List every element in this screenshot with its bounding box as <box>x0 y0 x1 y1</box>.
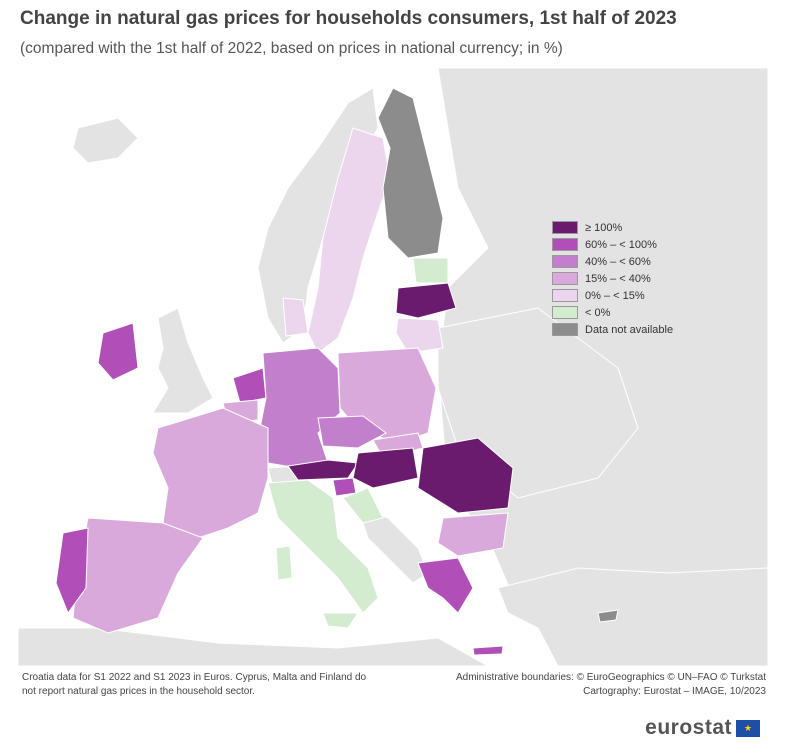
estonia <box>412 257 449 284</box>
slovenia <box>332 477 357 497</box>
finland <box>377 87 444 259</box>
sardinia <box>275 545 293 581</box>
turkey <box>497 567 768 666</box>
footnote: Croatia data for S1 2022 and S1 2023 in … <box>22 672 367 697</box>
legend-swatch <box>552 255 578 268</box>
legend-item: 15% – < 40% <box>552 270 673 287</box>
map-subtitle: (compared with the 1st half of 2022, bas… <box>20 40 563 57</box>
legend-item: 40% – < 60% <box>552 253 673 270</box>
europe-map <box>18 68 768 666</box>
legend-label: Data not available <box>585 323 674 336</box>
legend-swatch <box>552 323 578 336</box>
map-title: Change in natural gas prices for househo… <box>20 8 677 29</box>
legend-label: < 0% <box>585 306 611 319</box>
germany <box>257 347 341 469</box>
italy <box>267 479 379 614</box>
netherlands <box>232 367 267 404</box>
eurostat-logo: eurostat ★ <box>645 716 760 740</box>
spain <box>72 517 204 634</box>
romania <box>417 437 514 514</box>
lithuania <box>395 317 444 354</box>
cartography-credit: Cartography: Eurostat – IMAGE, 10/2023 <box>583 686 766 697</box>
legend-item: 0% – < 15% <box>552 287 673 304</box>
north-africa <box>18 627 490 666</box>
sicily <box>322 612 359 629</box>
legend-label: ≥ 100% <box>585 221 623 234</box>
legend-swatch <box>552 238 578 251</box>
legend-label: 60% – < 100% <box>585 238 657 251</box>
croatia <box>342 487 384 524</box>
czechia <box>317 415 387 449</box>
legend-item: 60% – < 100% <box>552 236 673 253</box>
legend-swatch <box>552 221 578 234</box>
greece <box>417 557 474 614</box>
legend-item: Data not available <box>552 321 673 338</box>
legend-swatch <box>552 289 578 302</box>
cyprus <box>597 609 619 623</box>
portugal <box>55 527 89 615</box>
brand-name: eurostat <box>645 716 732 739</box>
hungary <box>352 447 419 489</box>
bulgaria <box>437 512 509 557</box>
legend-swatch <box>552 306 578 319</box>
map-legend: ≥ 100% 60% – < 100% 40% – < 60% 15% – < … <box>552 219 673 338</box>
legend-item: < 0% <box>552 304 673 321</box>
legend-label: 0% – < 15% <box>585 289 645 302</box>
legend-item: ≥ 100% <box>552 219 673 236</box>
eu-flag-icon: ★ <box>736 719 760 737</box>
legend-label: 15% – < 40% <box>585 272 651 285</box>
legend-label: 40% – < 60% <box>585 255 651 268</box>
iceland <box>72 117 139 164</box>
france <box>152 407 269 539</box>
austria <box>287 459 359 481</box>
ireland <box>97 322 139 381</box>
united-kingdom <box>152 307 214 414</box>
balkans-non-eu <box>357 507 429 584</box>
crete <box>472 645 504 656</box>
source-note: Administrative boundaries: © EuroGeograp… <box>456 671 766 699</box>
latvia <box>395 282 457 319</box>
legend-swatch <box>552 272 578 285</box>
boundaries-credit: Administrative boundaries: © EuroGeograp… <box>455 672 766 683</box>
denmark <box>282 297 309 337</box>
